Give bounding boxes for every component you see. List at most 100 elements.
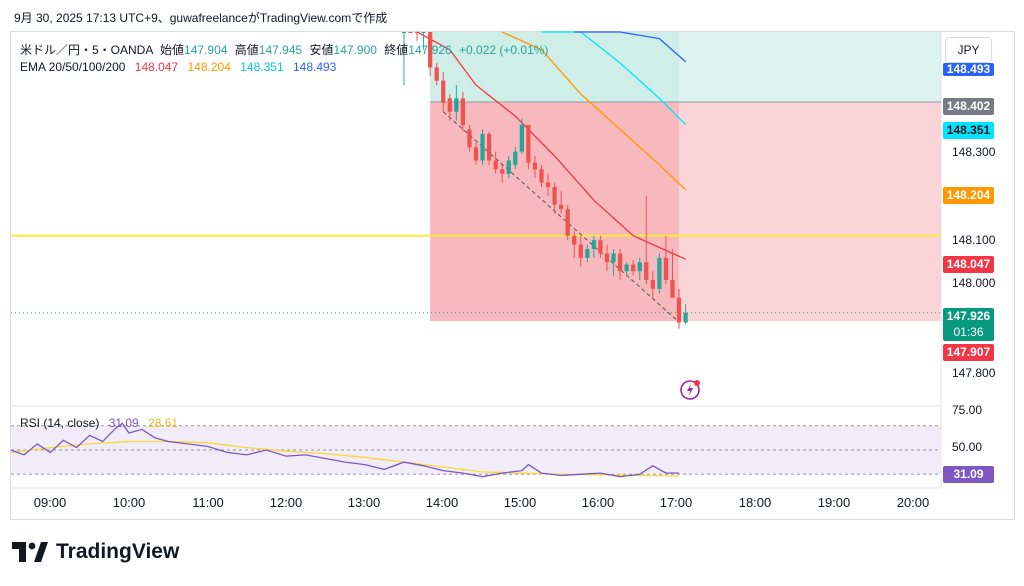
time-tick: 09:00 <box>33 495 67 510</box>
candle-body <box>545 182 551 187</box>
currency-button[interactable]: JPY <box>945 37 992 63</box>
candle-body <box>480 133 485 161</box>
open-label: 始値 <box>160 43 185 57</box>
candle-body <box>519 125 524 152</box>
rsi-tick: 75.00 <box>952 403 983 417</box>
candle-body <box>428 32 433 68</box>
tradingview-logo-mark <box>12 542 48 562</box>
candle-body <box>506 160 511 174</box>
stop-price-label: 147.907 <box>943 344 994 361</box>
loss-zone-extension <box>679 101 941 322</box>
candle-body <box>486 133 492 161</box>
candle-body <box>421 32 426 33</box>
candle-body <box>598 240 603 254</box>
target-zone <box>430 32 680 102</box>
candle-body <box>408 32 413 33</box>
candle-body <box>572 235 577 245</box>
low-label: 安値 <box>309 43 334 57</box>
high-value: 147.945 <box>258 43 303 57</box>
rsi-line <box>10 422 680 478</box>
time-tick: 18:00 <box>738 495 772 510</box>
candle-body <box>500 169 505 174</box>
ema-legend[interactable]: EMA 20/50/100/200 148.047 148.204 148.35… <box>20 60 336 74</box>
rsi-last-label: 31.09 <box>943 466 994 483</box>
price-tick: 147.800 <box>952 366 996 380</box>
ema100-value: 148.351 <box>240 60 284 74</box>
rsi-tick: 50.00 <box>952 440 983 454</box>
candle-body <box>454 98 459 112</box>
candle-body <box>559 204 564 210</box>
price-tick: 148.100 <box>952 233 996 247</box>
time-tick: 15:00 <box>503 495 537 510</box>
close-label: 終値 <box>384 43 409 57</box>
symbol-name: 米ドル／円・5・OANDA <box>20 43 153 57</box>
price-tick: 148.000 <box>952 276 996 290</box>
ema20-line <box>416 31 686 260</box>
rsi-legend[interactable]: RSI (14, close) 31.09 28.61 <box>20 416 178 430</box>
candle-body <box>460 98 466 125</box>
time-tick: 12:00 <box>269 495 303 510</box>
chart-frame <box>10 31 1015 520</box>
rsi-ma-line <box>10 440 680 477</box>
candle-body <box>663 257 669 280</box>
high-label: 高値 <box>234 43 259 57</box>
candle-body <box>447 98 452 112</box>
candle-body <box>617 253 623 272</box>
candle-body <box>611 253 616 263</box>
alert-icon[interactable] <box>679 378 703 402</box>
tradingview-logo[interactable]: TradingView <box>12 540 179 564</box>
ema20-value: 148.047 <box>134 60 179 74</box>
close-value: 147.926 <box>408 43 452 57</box>
time-tick: 20:00 <box>896 495 930 510</box>
ema100-price-label: 148.351 <box>943 122 994 139</box>
candle-body <box>414 32 420 33</box>
time-tick: 19:00 <box>817 495 851 510</box>
candle-body <box>676 297 682 323</box>
ema50-price-label: 148.204 <box>943 187 994 204</box>
candle-body <box>513 151 518 165</box>
candle-body <box>532 162 538 170</box>
candle-body <box>493 160 498 170</box>
target-zone-extension <box>679 32 941 102</box>
candle-body <box>473 147 479 161</box>
candle-body <box>624 264 629 272</box>
candle-body <box>650 280 655 289</box>
candle-body <box>637 262 642 272</box>
ema200-value: 148.493 <box>292 60 337 74</box>
time-tick: 13:00 <box>347 495 381 510</box>
candle-body <box>467 129 472 148</box>
time-tick: 17:00 <box>659 495 693 510</box>
price-tick: 148.300 <box>952 145 996 159</box>
candle-body <box>526 125 531 163</box>
open-value: 147.904 <box>184 43 228 57</box>
rsi-label: RSI (14, close) <box>20 416 100 430</box>
ema200-line <box>574 31 687 63</box>
time-tick: 14:00 <box>425 495 459 510</box>
rsi-value: 31.09 <box>108 416 139 430</box>
ema20-price-label: 148.047 <box>943 256 994 273</box>
candle-body <box>434 67 439 81</box>
candle-body <box>591 240 597 249</box>
ema100-line <box>541 31 687 126</box>
candle-body <box>585 249 590 258</box>
time-tick: 11:00 <box>192 495 224 510</box>
candle-body <box>644 262 649 280</box>
tradingview-wordmark: TradingView <box>56 540 180 563</box>
candle-body <box>683 312 688 323</box>
symbol-legend[interactable]: 米ドル／円・5・OANDA 始値147.904 高値147.945 安値147.… <box>20 41 548 58</box>
candle-body <box>565 209 570 236</box>
ema-label: EMA 20/50/100/200 <box>20 60 126 74</box>
candle-body <box>578 244 583 258</box>
change-value: +0.022 (+0.01%) <box>459 43 549 57</box>
candle-body <box>441 80 446 103</box>
last-price-label: 147.926 01:36 <box>943 308 994 341</box>
candle-body <box>604 253 610 263</box>
candle-body <box>552 187 557 205</box>
time-tick: 10:00 <box>112 495 146 510</box>
candle-body <box>401 32 407 33</box>
rsi-ma-value: 28.61 <box>148 416 179 430</box>
candle-body <box>670 280 675 298</box>
low-value: 147.900 <box>333 43 377 57</box>
bar-countdown: 01:36 <box>953 325 984 339</box>
